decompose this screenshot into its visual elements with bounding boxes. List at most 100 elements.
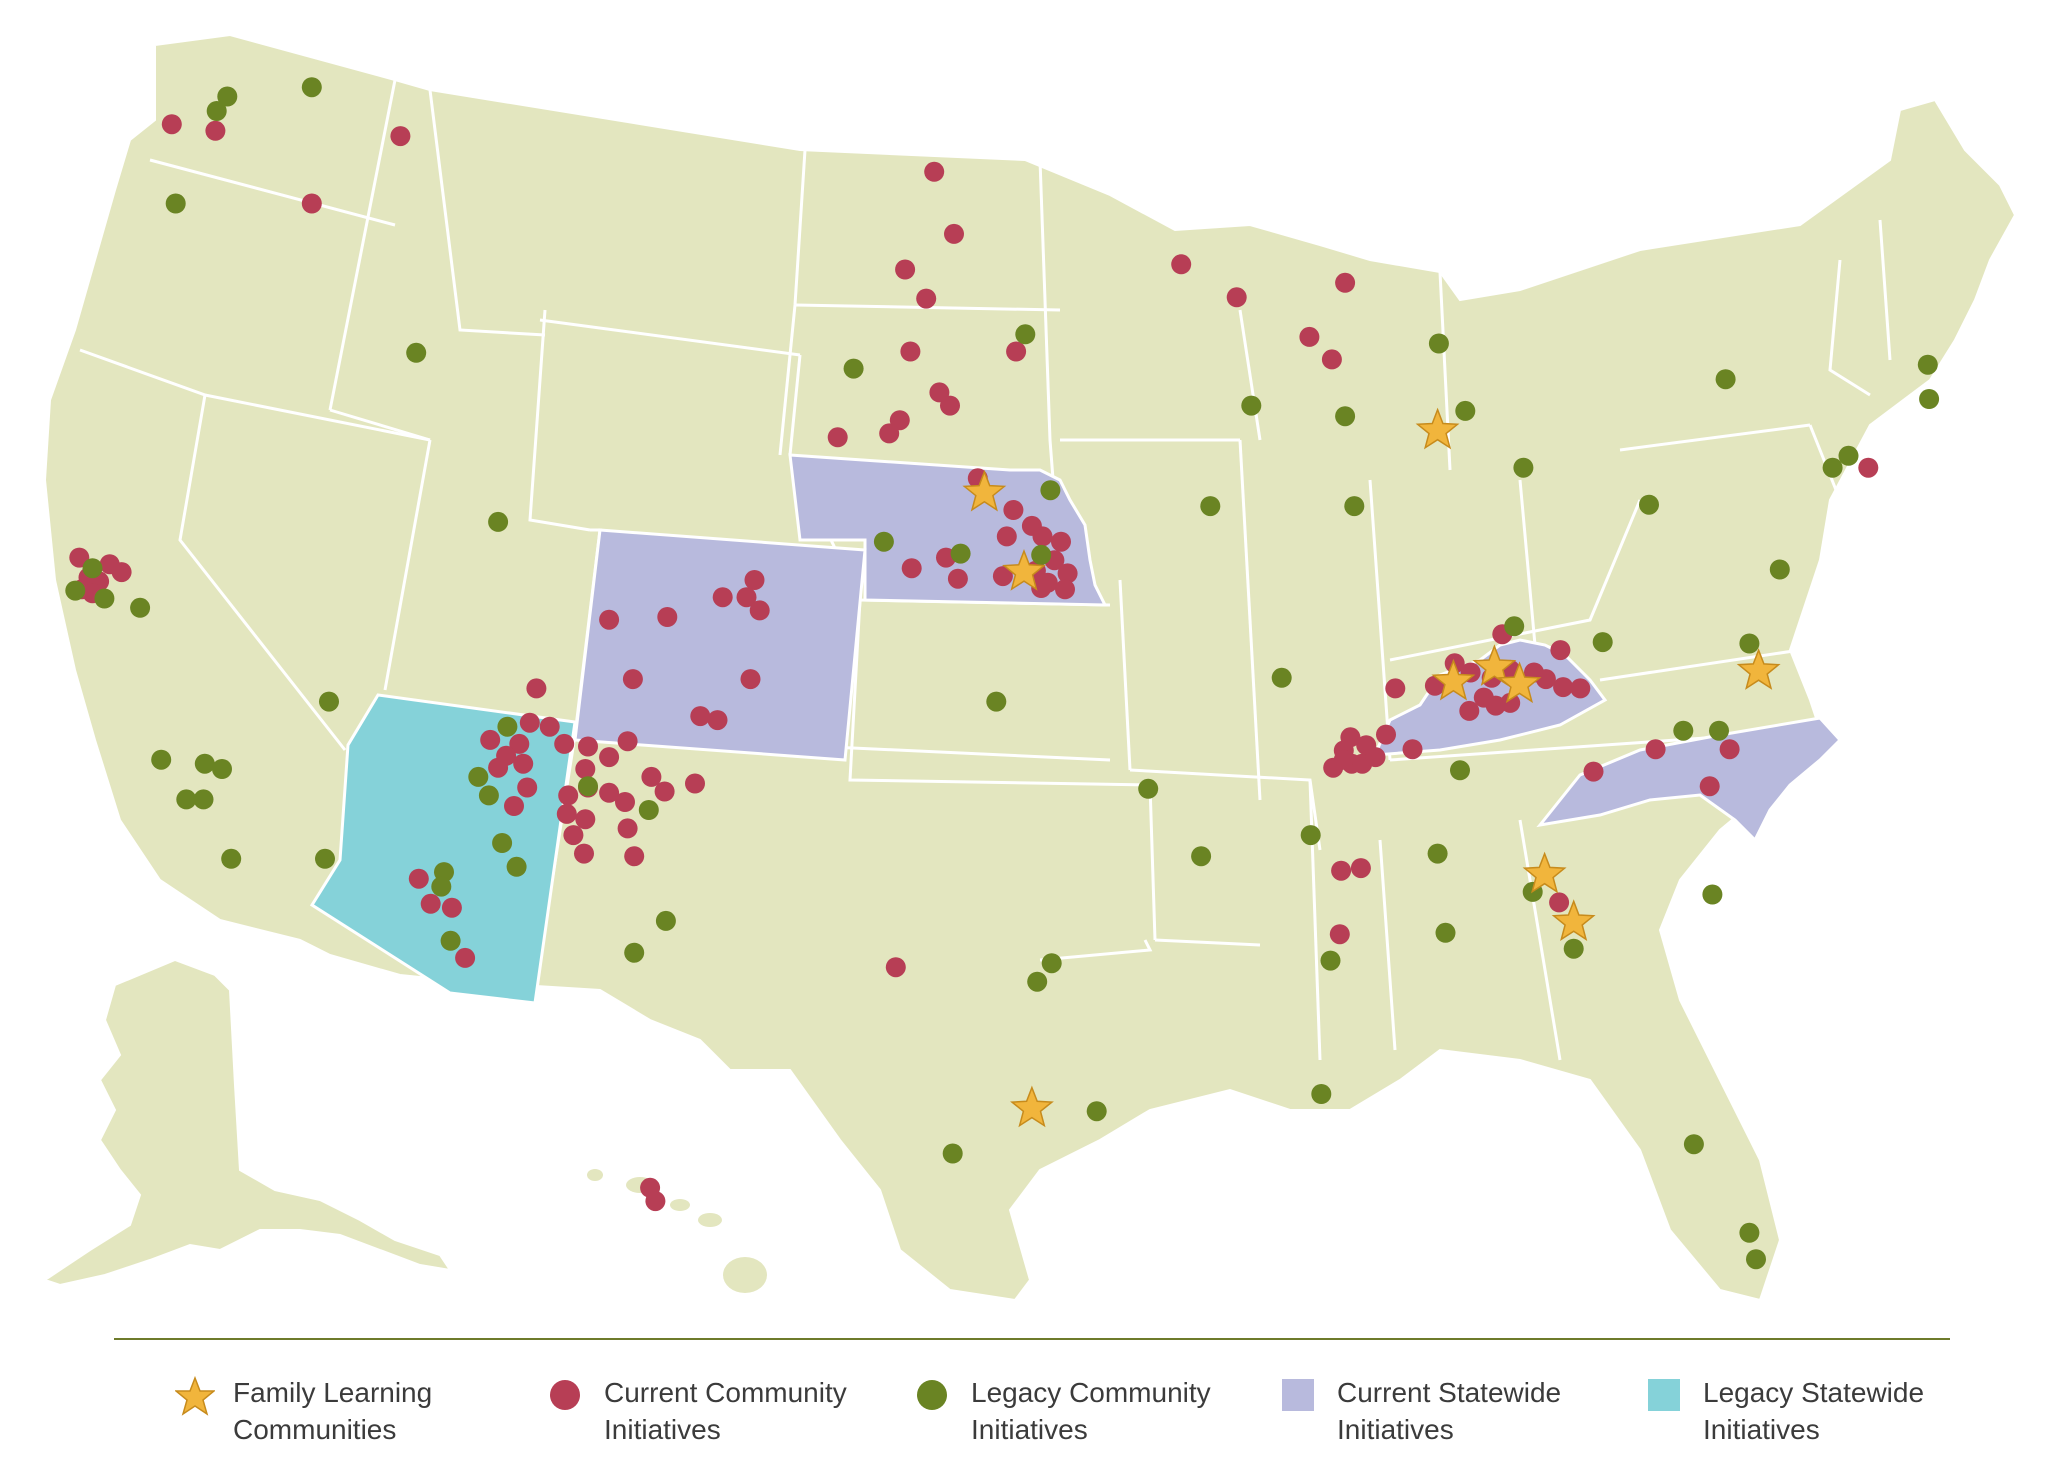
- legacy-community-marker: [1709, 720, 1729, 741]
- current-community-marker: [1321, 349, 1342, 370]
- legacy-community-marker: [406, 342, 427, 363]
- current-community-marker: [1459, 700, 1480, 721]
- legacy-community-marker: [1450, 760, 1470, 781]
- current-community-marker: [574, 843, 594, 864]
- legacy-community-marker: [1200, 496, 1221, 517]
- current-community-marker: [924, 161, 945, 182]
- current-community-marker: [111, 562, 132, 583]
- legacy-community-marker: [1435, 922, 1456, 943]
- legacy-community-marker: [1504, 616, 1525, 637]
- current-community-marker: [1057, 563, 1078, 584]
- legacy-community-marker: [1040, 480, 1061, 501]
- star-icon: [173, 1375, 217, 1416]
- current-community-marker: [205, 120, 226, 141]
- legacy-community-marker: [1917, 354, 1938, 375]
- legacy-community-marker: [1563, 938, 1584, 959]
- legacy-community-marker: [194, 753, 215, 774]
- teal-square-icon: [1645, 1376, 1685, 1416]
- legacy-community-marker: [1739, 633, 1760, 654]
- legacy-community-marker: [624, 942, 645, 963]
- current-community-marker: [480, 729, 501, 750]
- legacy-community-marker: [1428, 333, 1449, 354]
- current-community-markers: [69, 114, 1879, 1212]
- alaska: [42, 958, 453, 1287]
- current-community-marker: [1323, 757, 1344, 778]
- legacy-community-marker: [578, 776, 598, 797]
- hawaii: [587, 1169, 767, 1293]
- family-learning-star-icon: [1522, 851, 1567, 894]
- legend-label-line1: Current Community: [604, 1377, 847, 1408]
- current-community-marker: [554, 733, 575, 754]
- current-community-marker: [517, 777, 538, 798]
- current-community-marker: [1171, 254, 1192, 275]
- current-community-marker: [420, 893, 441, 914]
- current-community-marker: [885, 957, 906, 978]
- legacy-community-marker: [1739, 1222, 1760, 1243]
- current-community-marker: [1350, 858, 1371, 879]
- legacy-community-marker: [478, 785, 499, 806]
- legend-divider: [114, 1338, 1950, 1340]
- legacy-community-marker: [942, 1143, 963, 1164]
- current-community-marker: [301, 193, 322, 214]
- current-community-marker: [1329, 924, 1350, 945]
- legacy-community-marker: [655, 910, 676, 931]
- current-community-marker: [509, 733, 530, 754]
- us-map: [42, 35, 2015, 1300]
- legacy-community-marker: [1015, 324, 1036, 345]
- current-community-marker: [1402, 739, 1423, 760]
- lavender-square-icon: [1279, 1376, 1319, 1416]
- current-community-marker: [740, 669, 761, 690]
- current-community-marker: [578, 736, 598, 757]
- legacy-community-marker: [1822, 457, 1843, 478]
- current-community-marker: [690, 706, 711, 727]
- legacy-community-marker: [1241, 395, 1262, 416]
- current-community-marker: [488, 757, 509, 778]
- legacy-community-marker: [65, 580, 86, 601]
- legacy-community-marker: [1639, 494, 1659, 515]
- legacy-community-marker: [176, 789, 197, 810]
- family-learning-star-icon: [1472, 644, 1517, 686]
- current-community-marker: [944, 223, 964, 244]
- current-community-marker: [1031, 578, 1052, 598]
- legacy-community-marker: [986, 691, 1007, 712]
- current-community-marker: [617, 731, 638, 752]
- legacy-community-marker: [1769, 559, 1790, 580]
- legacy-community-marker: [1344, 496, 1365, 517]
- legacy-community-marker: [492, 833, 513, 853]
- state-borders: [79, 79, 1892, 1061]
- legend: Family Learning Communities Current Commu…: [0, 1330, 2048, 1465]
- red-dot-icon: [546, 1376, 586, 1416]
- legend-label-line1: Family Learning: [233, 1377, 433, 1408]
- legacy-community-marker: [315, 848, 335, 869]
- legend-item-legacy-community: Legacy Community Initiatives: [913, 1374, 1211, 1448]
- current-community-marker: [1331, 860, 1352, 881]
- family-learning-star-icon: [1497, 661, 1542, 704]
- legend-item-legacy-statewide: Legacy Statewide Initiatives: [1645, 1374, 1924, 1448]
- family-learning-star-icon: [1551, 899, 1596, 941]
- current-community-marker: [685, 773, 705, 794]
- legacy-community-marker: [873, 531, 894, 552]
- legacy-community-marker: [1455, 400, 1476, 421]
- current-community-marker: [563, 825, 584, 846]
- family-learning-star-icon: [1736, 648, 1781, 690]
- legacy-community-marker: [1673, 720, 1694, 741]
- current-community-marker: [455, 947, 476, 968]
- current-community-marker: [1003, 500, 1024, 520]
- legacy-community-marker: [468, 766, 489, 787]
- current-community-marker: [996, 526, 1017, 547]
- legacy-community-marker: [1031, 544, 1052, 565]
- legend-label-line2: Communities: [233, 1414, 397, 1445]
- family-learning-star-icon: [1415, 407, 1460, 450]
- current-community-marker: [1553, 677, 1574, 698]
- legend-label-line2: Initiatives: [1337, 1414, 1454, 1445]
- legacy-community-marker: [1320, 950, 1341, 971]
- legacy-community-marker: [151, 749, 172, 770]
- legacy-community-marker: [1086, 1101, 1107, 1122]
- legacy-community-marker: [1311, 1084, 1332, 1104]
- legacy-community-marker: [1746, 1249, 1766, 1270]
- legacy-community-marker: [193, 789, 214, 810]
- current-community-marker: [1719, 739, 1740, 760]
- legend-label-line1: Legacy Community: [971, 1377, 1211, 1408]
- legacy-community-marker: [206, 101, 227, 121]
- legacy-community-marker: [431, 876, 452, 897]
